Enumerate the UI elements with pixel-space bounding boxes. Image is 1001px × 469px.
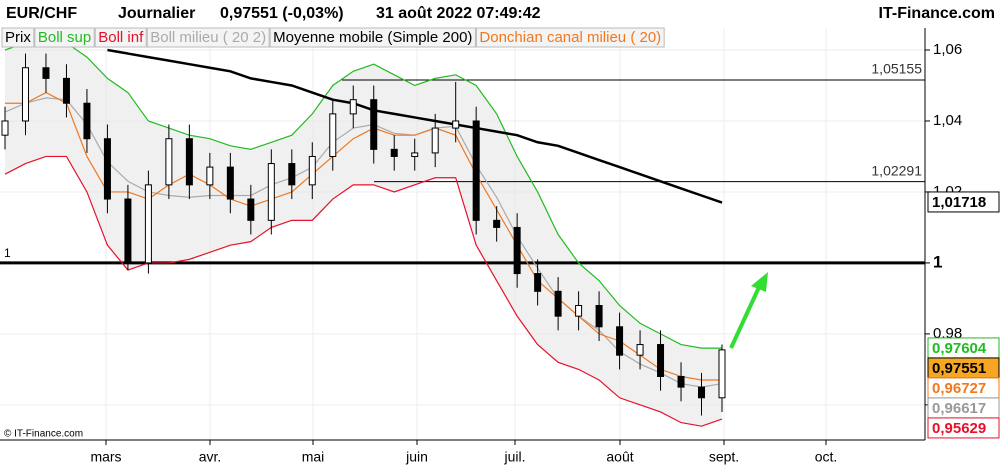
candle-body	[472, 120, 480, 221]
y-tick-label: 1,04	[933, 112, 962, 129]
x-tick-label: sept.	[709, 449, 739, 465]
candle-body	[288, 163, 296, 186]
value-box	[927, 417, 1000, 439]
level-label: 1,05155	[871, 61, 922, 77]
candle-body	[575, 305, 583, 317]
x-tick-label: mars	[90, 449, 121, 465]
legend-tab	[1, 27, 35, 48]
legend-label: Prix	[5, 29, 31, 46]
legend-label: Boll milieu ( 20 2)	[150, 29, 266, 46]
value-box-label: 0,95629	[932, 420, 986, 437]
copyright: © IT-Finance.com	[4, 429, 83, 440]
value-box-label: 0,96727	[932, 380, 986, 397]
legend-label: Boll inf	[98, 29, 144, 46]
candle-body	[370, 99, 378, 150]
y-tick-label: 1	[933, 252, 942, 271]
candle-body	[165, 138, 173, 186]
candle-body	[698, 386, 706, 399]
candle-body	[411, 152, 419, 157]
date: 31 août 2022 07:49:42	[376, 5, 541, 22]
x-tick-label: mai	[302, 449, 325, 465]
x-tick-label: oct.	[815, 449, 838, 465]
legend-tab	[475, 27, 665, 48]
candle-body	[144, 184, 152, 264]
candle-body	[349, 99, 357, 115]
candle-body	[554, 290, 562, 317]
candle-body	[657, 344, 665, 377]
x-tick-label: juin	[405, 449, 428, 465]
indicator-line	[5, 91, 722, 381]
candle-body	[62, 77, 70, 104]
candle-body	[595, 305, 603, 328]
candle-body	[226, 166, 234, 200]
legend-label: Donchian canal milieu ( 20)	[479, 29, 661, 46]
value-box	[927, 191, 1000, 213]
value-box-label: 1,01718	[932, 194, 986, 211]
legend-tab	[94, 27, 147, 48]
candle-body	[206, 166, 214, 186]
candle-body	[534, 273, 542, 292]
candle-body	[185, 138, 193, 186]
indicator-line	[107, 48, 723, 204]
candle-body	[493, 219, 501, 228]
value-box-label: 0,97551	[932, 360, 986, 377]
x-tick-label: juil.	[503, 449, 525, 465]
source: IT-Finance.com	[879, 5, 995, 22]
candle-body	[636, 344, 644, 356]
candle-body	[267, 163, 275, 221]
legend-label: Boll sup	[38, 29, 91, 46]
candle-body	[124, 198, 132, 264]
period: Journalier	[118, 5, 195, 22]
y-tick-label: 1,06	[933, 41, 962, 58]
candle-body	[616, 326, 624, 356]
x-tick-label: avr.	[199, 449, 222, 465]
candle-body	[1, 120, 9, 136]
x-tick-label: août	[606, 449, 633, 465]
candle-body	[431, 127, 439, 154]
level-label: 1,02291	[871, 162, 922, 178]
candle-body	[21, 67, 29, 122]
level-label: 1	[4, 246, 11, 260]
candle-body	[308, 155, 316, 186]
bollinger-band	[5, 39, 722, 427]
candle-body	[83, 102, 91, 140]
indicator-line	[4, 97, 723, 388]
candle-body	[329, 113, 337, 157]
legend-label: Moyenne mobile (Simple 200)	[273, 29, 472, 46]
indicator-line	[4, 38, 722, 349]
candle-body	[103, 138, 111, 200]
arrow-head	[751, 272, 768, 292]
chart-title: EUR/CHF	[6, 5, 77, 22]
value-box-label: 0,96617	[932, 400, 986, 417]
legend-tab	[34, 27, 95, 48]
value-box-label: 0,97604	[932, 340, 987, 357]
candle-body	[452, 120, 460, 129]
candle-body	[390, 148, 398, 157]
header-bg	[0, 0, 1001, 28]
legend-tab	[146, 27, 270, 48]
indicator-line	[4, 155, 723, 427]
quote: 0,97551 (-0,03%)	[220, 5, 344, 22]
candle-body	[42, 67, 50, 79]
candle-body	[718, 349, 726, 399]
candle-body	[677, 375, 685, 388]
legend-tab	[269, 27, 476, 48]
arrow-shaft	[729, 284, 762, 349]
candle-body	[513, 226, 521, 275]
candle-body	[247, 198, 255, 221]
